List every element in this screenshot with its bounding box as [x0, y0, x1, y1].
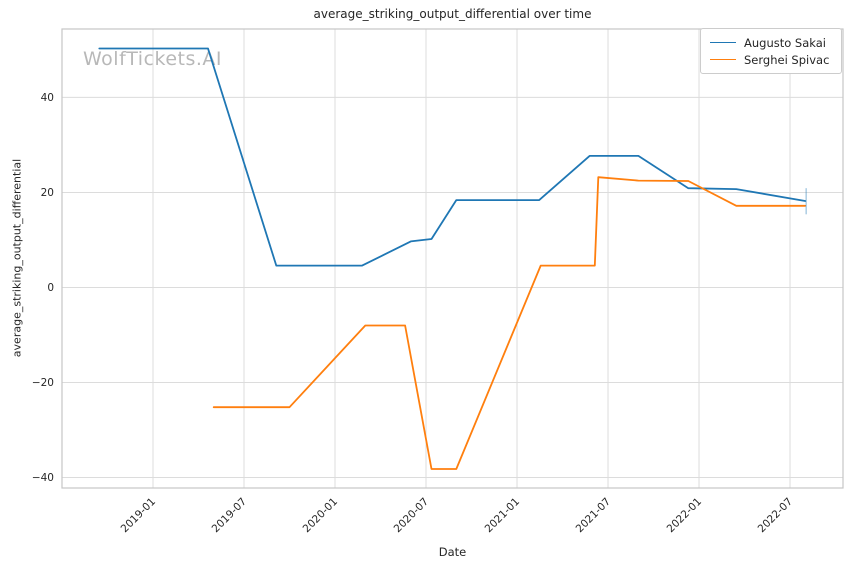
x-axis-label: Date: [438, 545, 467, 559]
x-tick-label: 2019-01: [119, 496, 159, 536]
y-tick-label: −20: [32, 377, 54, 389]
x-tick-label: 2021-01: [483, 496, 523, 536]
legend-entry-augusto-sakai: Augusto Sakai: [710, 34, 832, 51]
series-line-serghei-spivac: [212, 176, 807, 470]
chart-title: average_striking_output_differential ove…: [313, 7, 592, 21]
x-tick-label: 2022-07: [756, 496, 796, 536]
x-tick-label: 2020-07: [392, 496, 432, 536]
legend-label: Augusto Sakai: [744, 35, 826, 50]
legend-line-sample-blue: [710, 42, 736, 43]
legend-line-sample-orange: [710, 59, 736, 60]
x-tick-label: 2019-07: [210, 496, 250, 536]
legend: Augusto Sakai Serghei Spivac: [700, 28, 842, 74]
y-tick-label: 40: [41, 92, 54, 104]
x-tick-label: 2021-07: [574, 496, 614, 536]
x-tick-label: 2022-01: [665, 496, 705, 536]
x-tick-label: 2020-01: [301, 496, 341, 536]
y-tick-label: 0: [47, 282, 54, 294]
plot-border: [61, 28, 844, 489]
legend-label: Serghei Spivac: [744, 52, 830, 67]
y-tick-label: 20: [41, 187, 54, 199]
watermark: WolfTickets.AI: [83, 48, 223, 70]
y-tick-label: −40: [32, 472, 54, 484]
y-axis-label: average_striking_output_differential: [10, 158, 24, 358]
legend-entry-serghei-spivac: Serghei Spivac: [710, 51, 832, 68]
series-line-augusto-sakai: [98, 47, 807, 267]
